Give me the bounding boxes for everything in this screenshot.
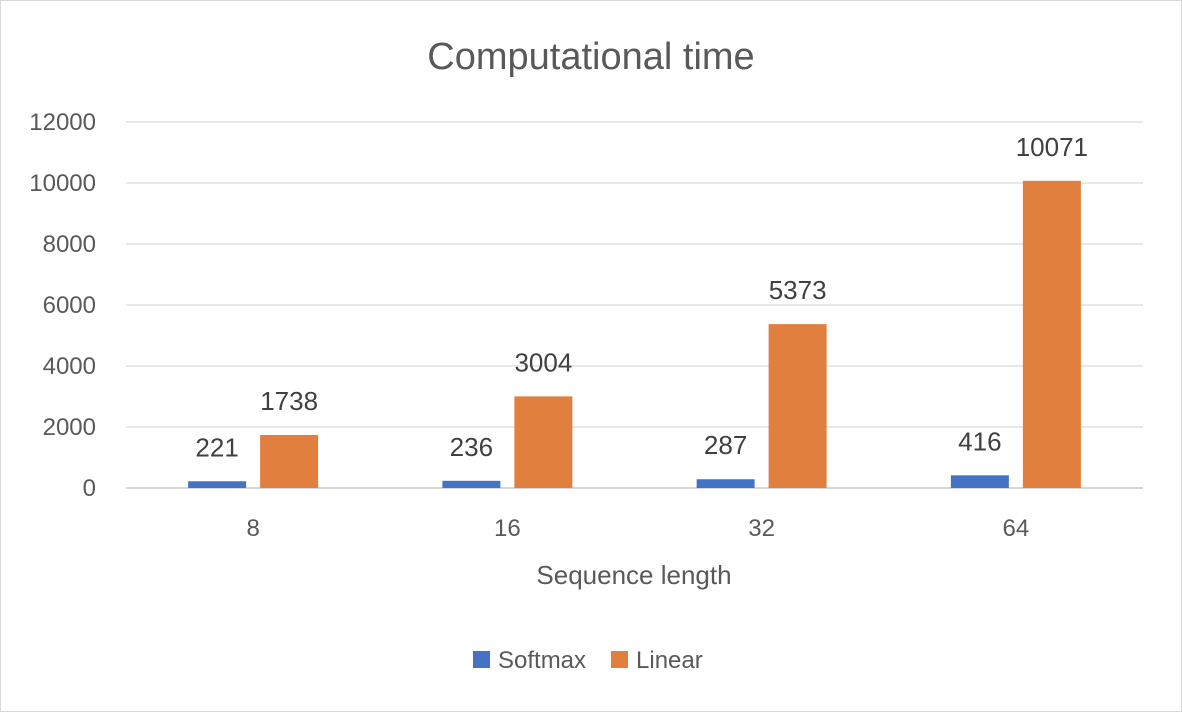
data-label-softmax-8: 221 bbox=[195, 432, 238, 462]
data-label-softmax-16: 236 bbox=[450, 432, 493, 462]
y-tick-label: 6000 bbox=[43, 292, 96, 319]
legend-label-linear: Linear bbox=[636, 647, 703, 674]
bar-softmax-16 bbox=[442, 480, 501, 488]
y-tick-label: 0 bbox=[83, 475, 96, 502]
legend-label-softmax: Softmax bbox=[498, 647, 586, 674]
bar-linear-16 bbox=[514, 396, 573, 488]
gridlines bbox=[126, 121, 1143, 489]
bar-softmax-64 bbox=[950, 475, 1009, 488]
data-label-softmax-32: 287 bbox=[704, 430, 747, 460]
bar-linear-64 bbox=[1022, 180, 1081, 488]
data-label-linear-16: 3004 bbox=[514, 347, 572, 377]
data-label-softmax-64: 416 bbox=[958, 426, 1001, 456]
legend: Softmax Linear bbox=[473, 647, 703, 674]
x-tick-label: 64 bbox=[1003, 515, 1030, 542]
bars bbox=[188, 180, 1081, 488]
y-tick-label: 8000 bbox=[43, 231, 96, 258]
bar-softmax-32 bbox=[696, 479, 755, 488]
bar-linear-8 bbox=[260, 434, 319, 488]
y-tick-label: 4000 bbox=[43, 353, 96, 380]
legend-swatch-linear bbox=[611, 651, 629, 668]
data-label-linear-64: 10071 bbox=[1016, 132, 1088, 162]
x-tick-label: 8 bbox=[246, 515, 259, 542]
chart-title: Computational time bbox=[427, 36, 754, 78]
bar-softmax-8 bbox=[188, 481, 247, 488]
x-axis-ticks: 8 16 32 64 bbox=[246, 515, 1029, 542]
x-tick-label: 16 bbox=[494, 515, 521, 542]
y-tick-label: 10000 bbox=[29, 170, 96, 197]
x-axis-title: Sequence length bbox=[536, 560, 731, 590]
y-tick-label: 12000 bbox=[29, 109, 96, 136]
bar-linear-32 bbox=[768, 324, 827, 488]
legend-swatch-softmax bbox=[473, 651, 490, 668]
data-label-linear-8: 1738 bbox=[260, 386, 318, 416]
y-axis-ticks: 0 2000 4000 6000 8000 10000 12000 bbox=[29, 109, 96, 502]
data-label-linear-32: 5373 bbox=[769, 275, 827, 305]
data-labels: 221 1738 236 3004 287 5373 416 10071 bbox=[195, 132, 1088, 462]
x-tick-label: 32 bbox=[748, 515, 775, 542]
y-tick-label: 2000 bbox=[43, 414, 96, 441]
